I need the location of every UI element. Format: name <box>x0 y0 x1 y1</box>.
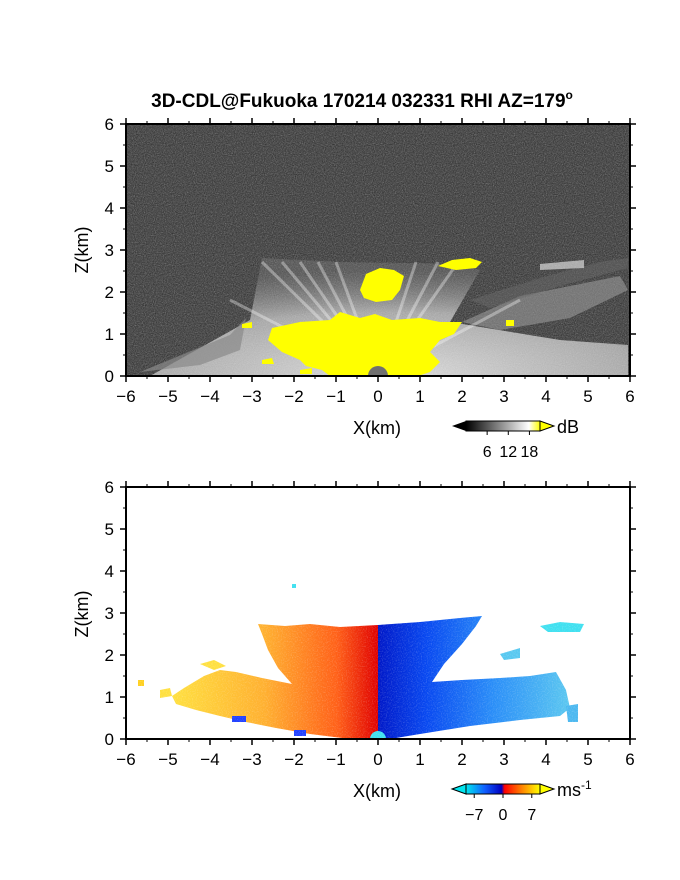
reflectivity-colorbar-tick-label: 12 <box>499 444 517 461</box>
reflectivity-y-tick-label: 5 <box>105 157 114 176</box>
velocity-x-tick-label: −5 <box>158 750 177 769</box>
reflectivity-x-tick-label: 6 <box>625 387 634 406</box>
reflectivity-x-tick-label: 2 <box>457 387 466 406</box>
velocity-x-tick-label: −4 <box>200 750 219 769</box>
reflectivity-y-tick-label: 6 <box>105 115 114 134</box>
velocity-y-tick-label: 2 <box>105 646 114 665</box>
velocity-y-tick-label: 1 <box>105 688 114 707</box>
chart-title: 3D-CDL@Fukuoka 170214 032331 RHI AZ=179o <box>151 88 573 112</box>
velocity-x-tick-label: −2 <box>284 750 303 769</box>
reflectivity-x-axis-label: X(km) <box>353 418 401 438</box>
reflectivity-y-tick-label: 3 <box>105 241 114 260</box>
reflectivity-x-tick-label: −3 <box>242 387 261 406</box>
reflectivity-y-tick-label: 0 <box>105 367 114 386</box>
velocity-x-tick-label: 4 <box>541 750 550 769</box>
reflectivity-x-tick-label: 0 <box>373 387 382 406</box>
reflectivity-y-axis-label: Z(km) <box>72 227 92 274</box>
velocity-panel: −6 −5 −4 −3 −2 −1 0 1 2 3 4 5 6 0 1 2 3 4 5 6 X(km) Z(km) m… <box>72 478 636 824</box>
velocity-colorbar: ms-1 −7 0 7 <box>450 778 592 824</box>
reflectivity-y-tick-label: 1 <box>105 325 114 344</box>
velocity-y-tick-label: 6 <box>105 478 114 497</box>
reflectivity-x-tick-label: 4 <box>541 387 550 406</box>
velocity-axes: −6 −5 −4 −3 −2 −1 0 1 2 3 4 5 6 0 1 2 3 4 5 6 <box>105 478 636 769</box>
reflectivity-x-tick-label: −2 <box>284 387 303 406</box>
reflectivity-x-tick-label: 1 <box>415 387 424 406</box>
velocity-y-tick-label: 3 <box>105 604 114 623</box>
velocity-y-tick-label: 0 <box>105 730 114 749</box>
velocity-y-axis-label: Z(km) <box>72 591 92 638</box>
reflectivity-x-tick-label: 3 <box>499 387 508 406</box>
reflectivity-colorbar-tick-label: 6 <box>483 444 492 461</box>
velocity-x-tick-label: −1 <box>326 750 345 769</box>
velocity-x-tick-label: 1 <box>415 750 424 769</box>
velocity-x-tick-label: −6 <box>116 750 135 769</box>
reflectivity-x-tick-label: −6 <box>116 387 135 406</box>
velocity-colorbar-tick-label: −7 <box>465 807 483 824</box>
reflectivity-colorbar-unit: dB <box>557 417 579 437</box>
velocity-y-tick-label: 5 <box>105 520 114 539</box>
velocity-x-tick-label: 3 <box>499 750 508 769</box>
reflectivity-x-tick-label: −1 <box>326 387 345 406</box>
velocity-x-tick-label: 0 <box>373 750 382 769</box>
velocity-image <box>126 487 630 739</box>
velocity-x-axis-label: X(km) <box>353 781 401 801</box>
reflectivity-x-tick-label: −4 <box>200 387 219 406</box>
reflectivity-axes: −6 −5 −4 −3 −2 −1 0 1 2 3 4 5 6 0 1 2 3 4 5 6 <box>105 115 636 406</box>
velocity-x-tick-label: 2 <box>457 750 466 769</box>
velocity-x-tick-label: −3 <box>242 750 261 769</box>
velocity-y-tick-label: 4 <box>105 562 114 581</box>
reflectivity-x-tick-label: −5 <box>158 387 177 406</box>
velocity-colorbar-unit: ms-1 <box>557 778 592 800</box>
reflectivity-colorbar: dB 6 12 18 <box>452 417 579 461</box>
reflectivity-image <box>126 124 630 376</box>
reflectivity-x-tick-label: 5 <box>583 387 592 406</box>
reflectivity-y-tick-label: 2 <box>105 283 114 302</box>
reflectivity-y-tick-label: 4 <box>105 199 114 218</box>
velocity-x-tick-label: 6 <box>625 750 634 769</box>
velocity-colorbar-tick-label: 7 <box>527 807 536 824</box>
velocity-x-tick-label: 5 <box>583 750 592 769</box>
velocity-colorbar-tick-label: 0 <box>499 807 508 824</box>
reflectivity-colorbar-tick-label: 18 <box>521 444 539 461</box>
